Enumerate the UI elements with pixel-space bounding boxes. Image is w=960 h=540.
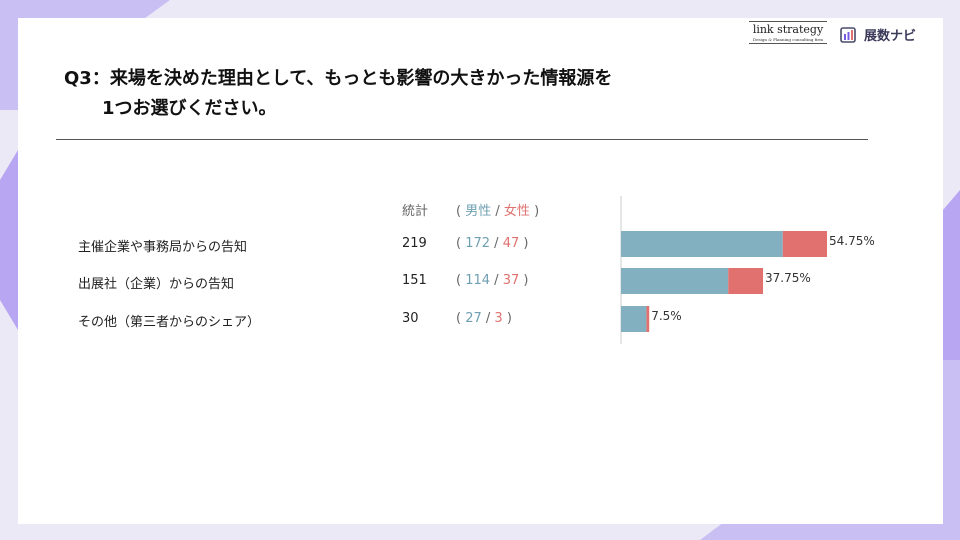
link-strategy-logo-text: link strategy (752, 23, 824, 36)
breakdown-separator: / (481, 311, 495, 326)
tensu-navi-icon (840, 27, 856, 43)
bar-segment-female (782, 231, 827, 257)
question-title: Q3：来場を決めた理由として、もっとも影響の大きかった情報源を 1つお選びくださ… (64, 64, 612, 124)
header-female: 女性 (503, 204, 530, 219)
breakdown-open-paren: ( (456, 273, 466, 288)
male-count: 114 (465, 273, 491, 288)
header-stat: 統計 (402, 204, 429, 219)
category-label: 出展社（企業）からの告知 (78, 277, 235, 292)
gender-breakdown: ( 172 / 47 ) (456, 236, 528, 251)
gender-breakdown: ( 27 / 3 ) (456, 311, 512, 326)
question-line-1: Q3：来場を決めた理由として、もっとも影響の大きかった情報源を (64, 68, 613, 89)
female-count: 37 (502, 273, 520, 288)
header-close-paren: ) (534, 204, 540, 219)
title-divider (56, 139, 868, 140)
slide-card: link strategy Design & Planning consulti… (18, 18, 943, 524)
total-value: 151 (402, 273, 427, 288)
total-value: 219 (402, 236, 427, 251)
bar-segment-male (621, 306, 647, 332)
edge-shape-left (0, 150, 18, 330)
bar-segment-male (621, 231, 783, 257)
breakdown-open-paren: ( (456, 236, 466, 251)
bar-segment-female (728, 268, 764, 294)
bar-segment-male (621, 268, 729, 294)
female-count: 3 (494, 311, 503, 326)
percent-label: 54.75% (829, 234, 875, 248)
header-open-paren: ( (456, 204, 462, 219)
gender-breakdown: ( 114 / 37 ) (456, 273, 528, 288)
female-count: 47 (502, 236, 520, 251)
question-line-2: 1つお選びください。 (102, 98, 277, 119)
header-separator: / (495, 204, 500, 219)
breakdown-separator: / (490, 236, 503, 251)
male-count: 27 (465, 311, 482, 326)
category-label: 主催企業や事務局からの告知 (78, 240, 248, 255)
link-strategy-logo: link strategy Design & Planning consulti… (749, 21, 827, 44)
header-male: 男性 (465, 204, 492, 219)
tensu-navi-text: 展数ナビ (864, 28, 917, 44)
link-strategy-tagline: Design & Planning consulting firm (752, 37, 824, 42)
bar-segment-female (646, 306, 650, 332)
breakdown-close-paren: ) (502, 311, 512, 326)
tensu-navi-logo: 展数ナビ (839, 24, 916, 44)
total-value: 30 (402, 311, 419, 326)
male-count: 172 (465, 236, 491, 251)
breakdown-separator: / (490, 273, 503, 288)
header-breakdown: ( 男性 / 女性 ) (456, 200, 539, 219)
category-label: その他（第三者からのシェア） (78, 315, 261, 330)
breakdown-open-paren: ( (456, 311, 466, 326)
percent-label: 7.5% (651, 309, 682, 323)
breakdown-close-paren: ) (519, 273, 529, 288)
breakdown-close-paren: ) (519, 236, 529, 251)
percent-label: 37.75% (765, 271, 811, 285)
